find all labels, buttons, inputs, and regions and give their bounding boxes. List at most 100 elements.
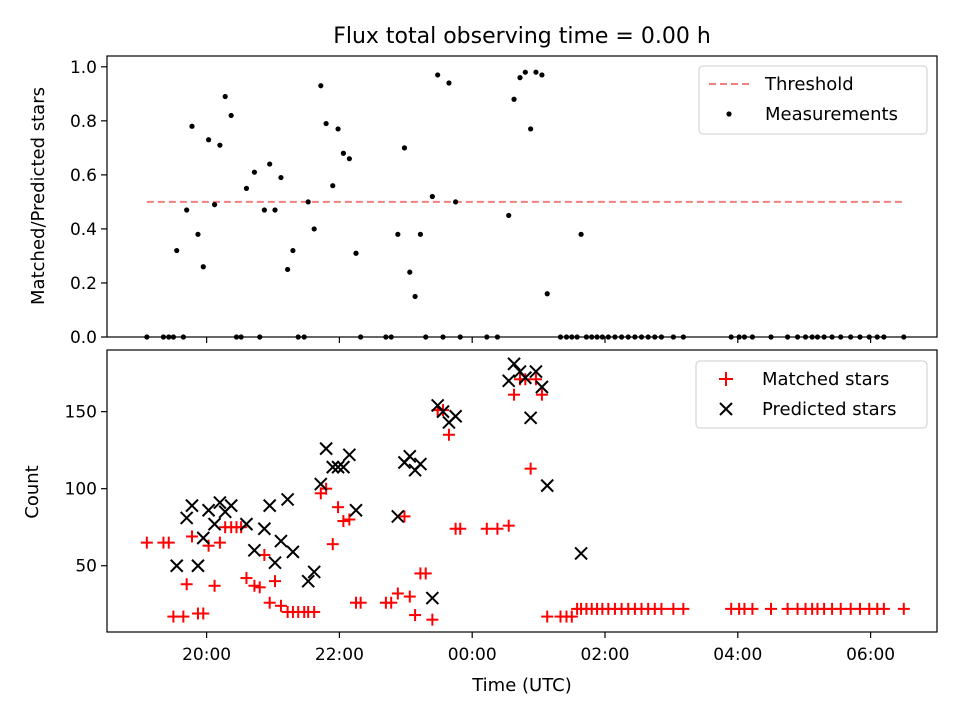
- matched-star-point: [197, 607, 210, 620]
- bottom-y-axis-label: Count: [22, 465, 43, 518]
- predicted-star-point: [239, 517, 254, 531]
- legend-measurements-label: Measurements: [765, 104, 898, 125]
- matched-star-point: [897, 602, 910, 615]
- matched-star-point: [454, 522, 467, 535]
- top-legend-box: [698, 65, 928, 135]
- bottom-legend-box: [695, 360, 928, 429]
- measurement-point: [195, 231, 201, 237]
- matched-star-point: [409, 609, 422, 622]
- matched-star-point: [202, 539, 215, 552]
- top-x-ticks: [206, 337, 872, 343]
- top-y-tick-label: 0.0: [70, 328, 97, 348]
- predicted-star-point: [349, 503, 363, 517]
- matched-star-point: [177, 610, 190, 623]
- count-panel: Count Time (UTC) 50 100 150 20:00 22:00 00:0…: [22, 349, 938, 696]
- predicted-star-point: [413, 457, 428, 471]
- matched-star-point: [268, 575, 281, 588]
- matched-star-point: [354, 596, 367, 609]
- predicted-star-point: [342, 448, 357, 462]
- bottom-y-tick-label: 100: [65, 480, 97, 500]
- top-y-tick-label: 0.8: [70, 112, 97, 132]
- measurement-point: [174, 247, 180, 254]
- matched-star-point: [765, 602, 777, 615]
- predicted-star-point: [207, 517, 222, 531]
- predicted-star-point: [196, 531, 210, 545]
- top-y-tick-label: 0.4: [70, 220, 97, 240]
- legend-measurements-swatch: [726, 111, 732, 117]
- measurement-point: [429, 193, 435, 200]
- predicted-star-point: [518, 371, 533, 385]
- predicted-star-point: [319, 441, 333, 456]
- predicted-star-point: [268, 555, 282, 570]
- matched-star-point: [253, 581, 266, 594]
- predicted-star-point: [185, 498, 199, 513]
- predicted-star-point: [213, 495, 227, 510]
- measurement-point: [506, 212, 512, 219]
- top-y-ticks: 0.0 0.2 0.4 0.6 0.8 1.0: [70, 58, 107, 348]
- matched-star-point: [403, 590, 416, 603]
- x-tick-label: 20:00: [182, 645, 231, 665]
- predicted-star-point: [314, 477, 328, 491]
- predicted-star-point: [201, 503, 216, 517]
- top-plot-area: [144, 69, 907, 340]
- bottom-legend: Matched stars Predicted stars: [695, 360, 928, 429]
- measurement-point: [539, 72, 545, 78]
- measurement-point: [290, 247, 296, 254]
- matched-star-point: [535, 388, 548, 401]
- bottom-y-tick-label: 50: [75, 557, 97, 577]
- predicted-star-point: [262, 498, 277, 513]
- bottom-x-ticks: 20:00 22:00 00:00 02:00 04:00 06:00: [182, 632, 895, 665]
- predicted-star-point: [436, 404, 450, 419]
- matched-star-point: [337, 515, 350, 528]
- measurement-point: [407, 269, 413, 275]
- measurement-point: [528, 126, 534, 132]
- x-tick-label: 02:00: [581, 645, 630, 665]
- measurement-point: [353, 250, 359, 256]
- top-y-tick-label: 0.6: [70, 166, 97, 186]
- legend-threshold-label: Threshold: [764, 74, 854, 95]
- matched-star-point: [263, 596, 276, 609]
- measurement-point: [578, 231, 584, 237]
- matched-star-point: [677, 602, 690, 615]
- predicted-star-point: [247, 543, 262, 558]
- matched-star-point: [524, 462, 537, 475]
- measurement-point: [272, 207, 278, 213]
- predicted-star-point: [448, 409, 463, 423]
- predicted-star-point: [307, 565, 321, 579]
- predicted-star-point: [274, 534, 288, 548]
- matched-star-point: [385, 596, 398, 609]
- predicted-star-point: [191, 559, 205, 573]
- measurement-point: [267, 161, 273, 167]
- measurement-point: [211, 202, 218, 208]
- bottom-plot-area: [140, 357, 910, 626]
- matched-star-point: [240, 572, 253, 585]
- predicted-star-point: [502, 374, 516, 388]
- matched-star-point: [746, 602, 759, 615]
- measurement-point: [395, 231, 401, 237]
- matched-star-point: [235, 521, 248, 534]
- legend-matched-label: Matched stars: [762, 369, 889, 390]
- measurement-point: [261, 207, 267, 213]
- measurement-point: [517, 75, 523, 81]
- legend-predicted-label: Predicted stars: [762, 399, 896, 420]
- predicted-star-point: [535, 380, 549, 394]
- measurement-point: [305, 199, 311, 205]
- measurement-point: [217, 142, 223, 148]
- matched-star-point: [391, 587, 404, 600]
- matched-star-point: [398, 510, 411, 523]
- measurement-point: [285, 266, 291, 273]
- matched-star-point: [442, 428, 455, 441]
- predicted-star-point: [331, 460, 345, 474]
- matched-star-point: [308, 605, 321, 618]
- matched-star-point: [565, 610, 578, 623]
- matched-star-point: [655, 602, 668, 615]
- predicted-star-point: [336, 460, 351, 474]
- measurement-point: [453, 199, 459, 205]
- top-y-tick-label: 1.0: [70, 58, 97, 78]
- measurement-point: [228, 112, 234, 119]
- matched-star-point: [185, 530, 198, 543]
- bottom-x-axis-label: Time (UTC): [471, 675, 572, 696]
- predicted-star-point: [574, 546, 588, 561]
- matched-star-point: [162, 536, 175, 549]
- predicted-star-point: [179, 511, 194, 525]
